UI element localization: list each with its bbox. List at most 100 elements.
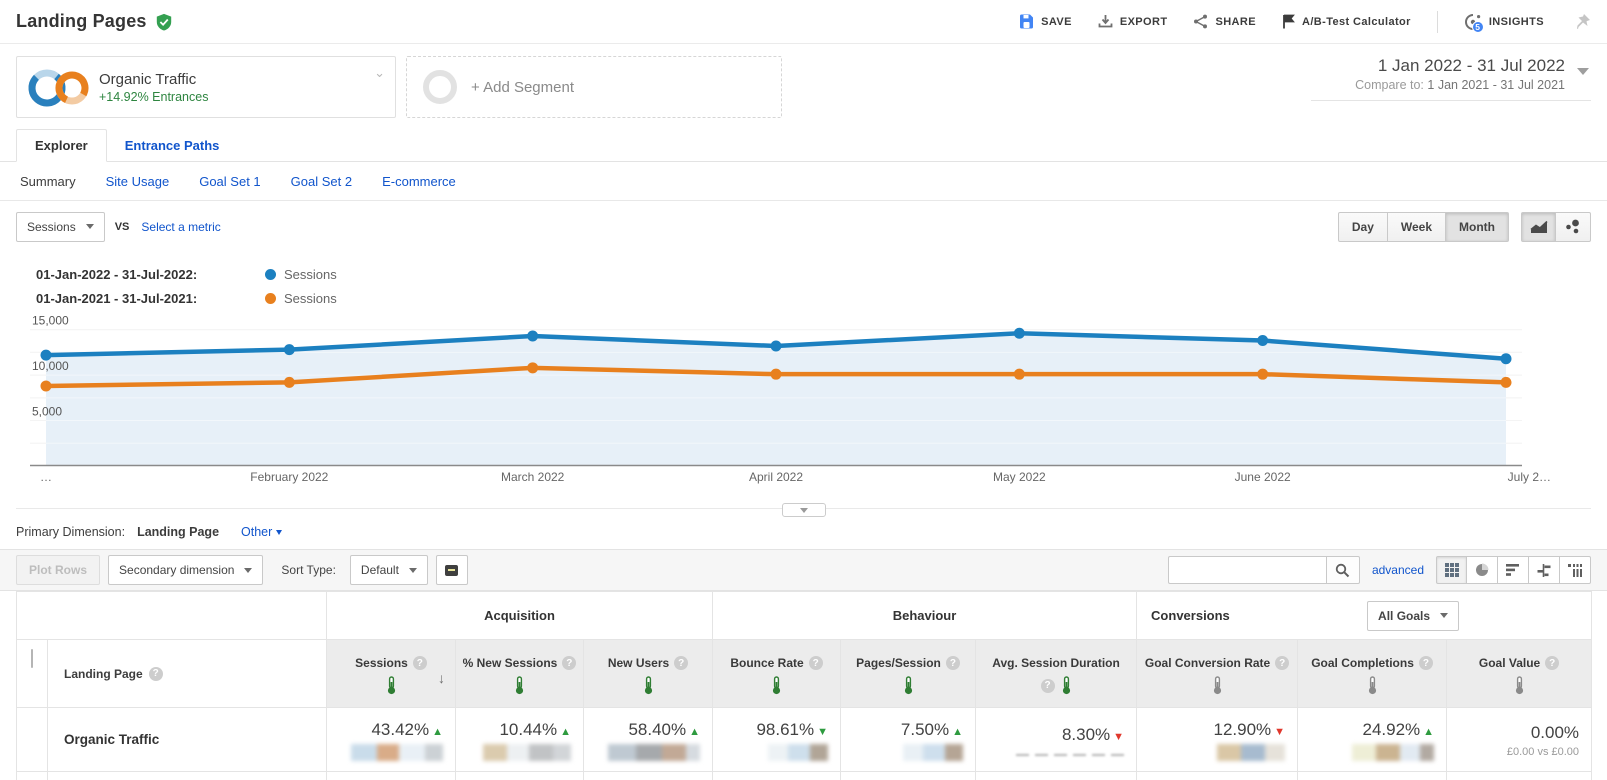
select-metric-link[interactable]: Select a metric xyxy=(141,219,221,234)
metric-value: 7.50% ▲ xyxy=(900,720,964,739)
divider xyxy=(1436,10,1438,33)
column-goal-conversion-rate[interactable]: Goal Conversion Rate ? xyxy=(1136,639,1299,708)
tab-entrance-paths[interactable]: Entrance Paths xyxy=(124,138,220,153)
secondary-dimension-dropdown[interactable]: Secondary dimension xyxy=(108,555,264,585)
segment-name: Organic Traffic xyxy=(99,70,197,88)
column-goal-completions[interactable]: Goal Completions ? xyxy=(1297,639,1448,708)
help-icon[interactable]: ? xyxy=(412,656,427,670)
sort-type-dropdown[interactable]: Default xyxy=(349,555,428,585)
sessions-line-chart[interactable]: 5,000 10,000 15,000 … February 2022 March 20… xyxy=(16,316,1591,517)
pivot-icon xyxy=(1567,563,1582,577)
sort-type-label: Sort Type: xyxy=(281,563,336,577)
column-pages-session[interactable]: Pages/Session ? xyxy=(840,639,977,708)
granularity-week[interactable]: Week xyxy=(1387,211,1447,242)
help-icon[interactable]: ? xyxy=(945,656,960,670)
column-landing-page[interactable]: Landing Page ? xyxy=(48,666,326,681)
flag-icon xyxy=(1283,14,1295,29)
date-range-selector[interactable]: 1 Jan 2022 - 31 Jul 2022 Compare to: 1 J… xyxy=(1311,56,1591,101)
bubbles-icon xyxy=(1566,219,1579,234)
share-button[interactable]: SHARE xyxy=(1193,14,1256,29)
motion-chart-button[interactable] xyxy=(1556,211,1591,242)
legend-series-previous: Sessions xyxy=(284,290,337,306)
chevron-down-icon[interactable]: ⌄ xyxy=(374,65,385,80)
x-axis-labels: … February 2022 March 2022 April 2022 May 20… xyxy=(40,470,1551,484)
data-view-button[interactable] xyxy=(1436,556,1467,584)
chevron-down-icon xyxy=(276,529,283,535)
percentage-view-button[interactable] xyxy=(1467,556,1498,584)
column-sessions[interactable]: Sessions ? ↓ xyxy=(326,639,456,708)
ab-test-calculator-button[interactable]: A/B-Test Calculator xyxy=(1282,14,1411,29)
thermometer-icon xyxy=(387,676,395,695)
subtab-goal-set-1[interactable]: Goal Set 1 xyxy=(199,174,261,189)
svg-text:15,000: 15,000 xyxy=(32,316,69,328)
primary-dimension-other[interactable]: Other xyxy=(241,525,283,539)
help-icon[interactable]: ? xyxy=(1275,656,1290,670)
legend-toggle-button[interactable] xyxy=(435,555,468,585)
help-icon[interactable]: ? xyxy=(808,656,823,670)
help-icon[interactable]: ? xyxy=(1545,656,1560,670)
subtab-ecommerce[interactable]: E-commerce xyxy=(382,174,456,189)
help-icon[interactable]: ? xyxy=(148,666,163,681)
insights-button[interactable]: 5 INSIGHTS xyxy=(1464,13,1544,33)
table-row[interactable]: Organic Traffic 43.42% ▲ 10.44% ▲ 58.40% ▲ … xyxy=(16,707,1593,772)
chart-legend: 01-Jan-2022 - 31-Jul-2022: Sessions 01-J… xyxy=(0,252,1607,310)
chevron-down-icon xyxy=(85,224,94,229)
tab-explorer[interactable]: Explorer xyxy=(16,129,107,162)
column-goal-value[interactable]: Goal Value ? xyxy=(1446,639,1593,708)
column-new-sessions[interactable]: % New Sessions ? xyxy=(455,639,584,708)
header-action-bar: SAVE EXPORT SHARE A/B-Test Calculator xyxy=(1019,10,1591,33)
sort-descending-icon[interactable]: ↓ xyxy=(438,670,445,686)
metric-dropdown[interactable]: Sessions xyxy=(16,211,105,242)
legend-dot-orange xyxy=(265,292,276,304)
active-segment-card[interactable]: Organic Traffic +14.92% Entrances ⌄ xyxy=(16,56,396,118)
search-input[interactable] xyxy=(1167,556,1326,584)
metric-value: 12.90% ▼ xyxy=(1213,720,1286,739)
redacted-values xyxy=(1141,744,1286,761)
save-button[interactable]: SAVE xyxy=(1019,14,1072,29)
redacted-values xyxy=(980,753,1125,757)
search-button[interactable] xyxy=(1325,556,1360,584)
table-group-header: Acquisition Behaviour Conversions All Go… xyxy=(16,591,1593,640)
subtab-site-usage[interactable]: Site Usage xyxy=(105,174,170,189)
redacted-values xyxy=(331,744,443,761)
chart-type-toggle xyxy=(1521,211,1591,242)
redacted-values xyxy=(717,744,829,761)
column-session-duration[interactable]: Avg. Session Duration? xyxy=(975,639,1138,708)
pivot-view-button[interactable] xyxy=(1560,556,1591,584)
redacted-values xyxy=(460,744,571,761)
trend-down-icon: ▼ xyxy=(1274,726,1286,738)
comparison-view-button[interactable] xyxy=(1529,556,1560,584)
row-label: Organic Traffic xyxy=(47,707,327,772)
metric-value: 24.92% ▲ xyxy=(1362,720,1435,739)
plot-rows-button[interactable]: Plot Rows xyxy=(16,555,101,585)
segment-donut-icon xyxy=(28,69,89,107)
granularity-day[interactable]: Day xyxy=(1337,211,1388,242)
column-new-users[interactable]: New Users ? xyxy=(582,639,714,708)
primary-dimension-value[interactable]: Landing Page xyxy=(137,525,220,539)
add-segment-button[interactable]: + Add Segment xyxy=(406,56,782,118)
report-tabs: Explorer Entrance Paths xyxy=(0,128,1607,162)
column-bounce-rate[interactable]: Bounce Rate ? xyxy=(712,639,842,708)
select-all-checkbox[interactable] xyxy=(31,649,33,668)
help-icon[interactable]: ? xyxy=(1040,678,1055,693)
help-icon[interactable]: ? xyxy=(562,656,577,670)
primary-dimension-label: Primary Dimension: xyxy=(16,525,126,539)
trend-up-icon: ▲ xyxy=(689,726,701,738)
all-goals-dropdown[interactable]: All Goals xyxy=(1367,600,1460,631)
subtab-summary[interactable]: Summary xyxy=(20,174,76,189)
bar-list-icon xyxy=(1506,564,1519,576)
granularity-month[interactable]: Month xyxy=(1446,211,1509,242)
help-icon[interactable]: ? xyxy=(1418,656,1433,670)
export-button[interactable]: EXPORT xyxy=(1098,14,1168,29)
subtab-goal-set-2[interactable]: Goal Set 2 xyxy=(290,174,353,189)
search-icon xyxy=(1336,563,1350,577)
svg-text:10,000: 10,000 xyxy=(32,359,69,373)
performance-view-button[interactable] xyxy=(1498,556,1529,584)
advanced-link[interactable]: advanced xyxy=(1371,563,1424,577)
metric-value: 98.61% ▼ xyxy=(756,720,829,739)
segment-section: Organic Traffic +14.92% Entrances ⌄ + Ad… xyxy=(0,44,1607,128)
chart-collapse-handle[interactable] xyxy=(781,503,826,517)
help-icon[interactable]: ? xyxy=(674,656,689,670)
pin-icon[interactable] xyxy=(1574,13,1591,30)
line-chart-button[interactable] xyxy=(1521,211,1556,242)
